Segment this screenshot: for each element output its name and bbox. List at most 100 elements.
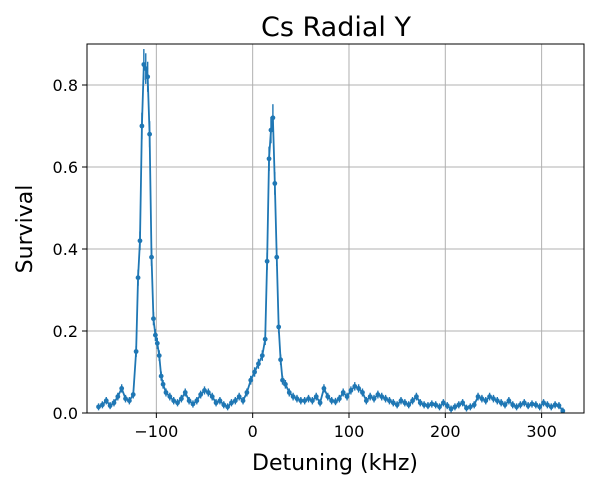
data-point [525,403,531,409]
data-point [167,394,173,399]
data-point [119,386,125,391]
data-point [156,353,162,358]
data-point [182,390,188,395]
data-point [126,398,132,404]
data-point [421,402,427,408]
data-point [506,398,512,404]
data-point [425,403,431,409]
data-point [360,390,365,395]
data-point [398,398,404,404]
data-point [133,349,139,354]
data-point [521,400,527,406]
data-point [548,404,554,410]
data-point [163,390,169,395]
data-point [437,404,442,410]
y-tick-label: 0.4 [53,240,78,259]
data-point [309,398,315,404]
data-point [475,394,481,399]
data-point [175,400,180,406]
data-point [541,400,546,406]
data-point [149,254,154,260]
y-tick-label: 0.2 [53,322,78,341]
data-point [375,392,381,397]
data-point [552,402,558,408]
data-point [336,396,342,402]
data-point [363,398,369,404]
data-point [529,401,535,407]
data-point [152,332,158,338]
data-point [329,398,335,404]
data-point [294,396,300,402]
data-point [190,401,196,407]
data-point [417,400,423,406]
data-point [333,399,338,404]
data-point [262,336,268,342]
data-point [244,390,250,395]
y-axis-title: Survival [13,185,38,274]
data-point [348,388,354,393]
data-point [533,402,539,408]
data-point [141,62,147,67]
y-tick-label: 0.0 [53,404,78,423]
data-point [154,340,160,346]
data-point [379,394,385,399]
data-point [111,400,117,406]
data-point [278,357,283,363]
data-point [510,402,516,408]
data-point [306,396,311,402]
data-point [151,316,156,322]
data-point [321,386,327,391]
data-point [137,238,143,244]
data-point [270,115,276,121]
data-point [268,127,274,133]
data-point [394,402,400,408]
data-point [317,400,323,406]
data-point [107,403,113,409]
data-point [283,381,288,387]
data-point [135,275,141,281]
data-point [290,394,296,399]
x-tick-label: 300 [526,422,557,441]
data-point [313,394,319,399]
data-point [367,394,373,399]
data-point [491,396,496,402]
x-tick-label: 100 [334,422,365,441]
data-point [479,396,485,402]
data-point [225,404,231,410]
data-point [471,402,477,408]
data-point [298,398,304,404]
data-point [158,373,164,379]
data-point [256,361,261,367]
grid [87,44,584,414]
data-point [460,400,466,406]
y-tick-label: 0.6 [53,158,78,177]
data-series [96,49,566,414]
data-point [186,398,192,404]
data-point [390,400,396,406]
data-point [352,383,358,389]
data-point [274,254,280,260]
data-point [205,390,211,395]
data-point [414,394,419,399]
data-point [130,392,136,397]
data-point [202,388,207,393]
data-point [302,398,308,404]
data-point [123,396,128,402]
data-point [402,400,408,406]
data-point [286,390,292,395]
data-point [325,394,331,399]
data-point [483,398,489,404]
data-point [96,404,101,410]
data-point [556,403,562,409]
data-point [464,405,469,411]
data-point [103,398,109,404]
plot-frame [86,43,585,414]
data-point [560,408,566,414]
data-point [160,381,166,387]
data-point [259,353,265,358]
data-point [433,402,439,408]
chart-title: Cs Radial Y [261,12,411,43]
data-point [232,398,238,404]
data-point [518,402,523,408]
